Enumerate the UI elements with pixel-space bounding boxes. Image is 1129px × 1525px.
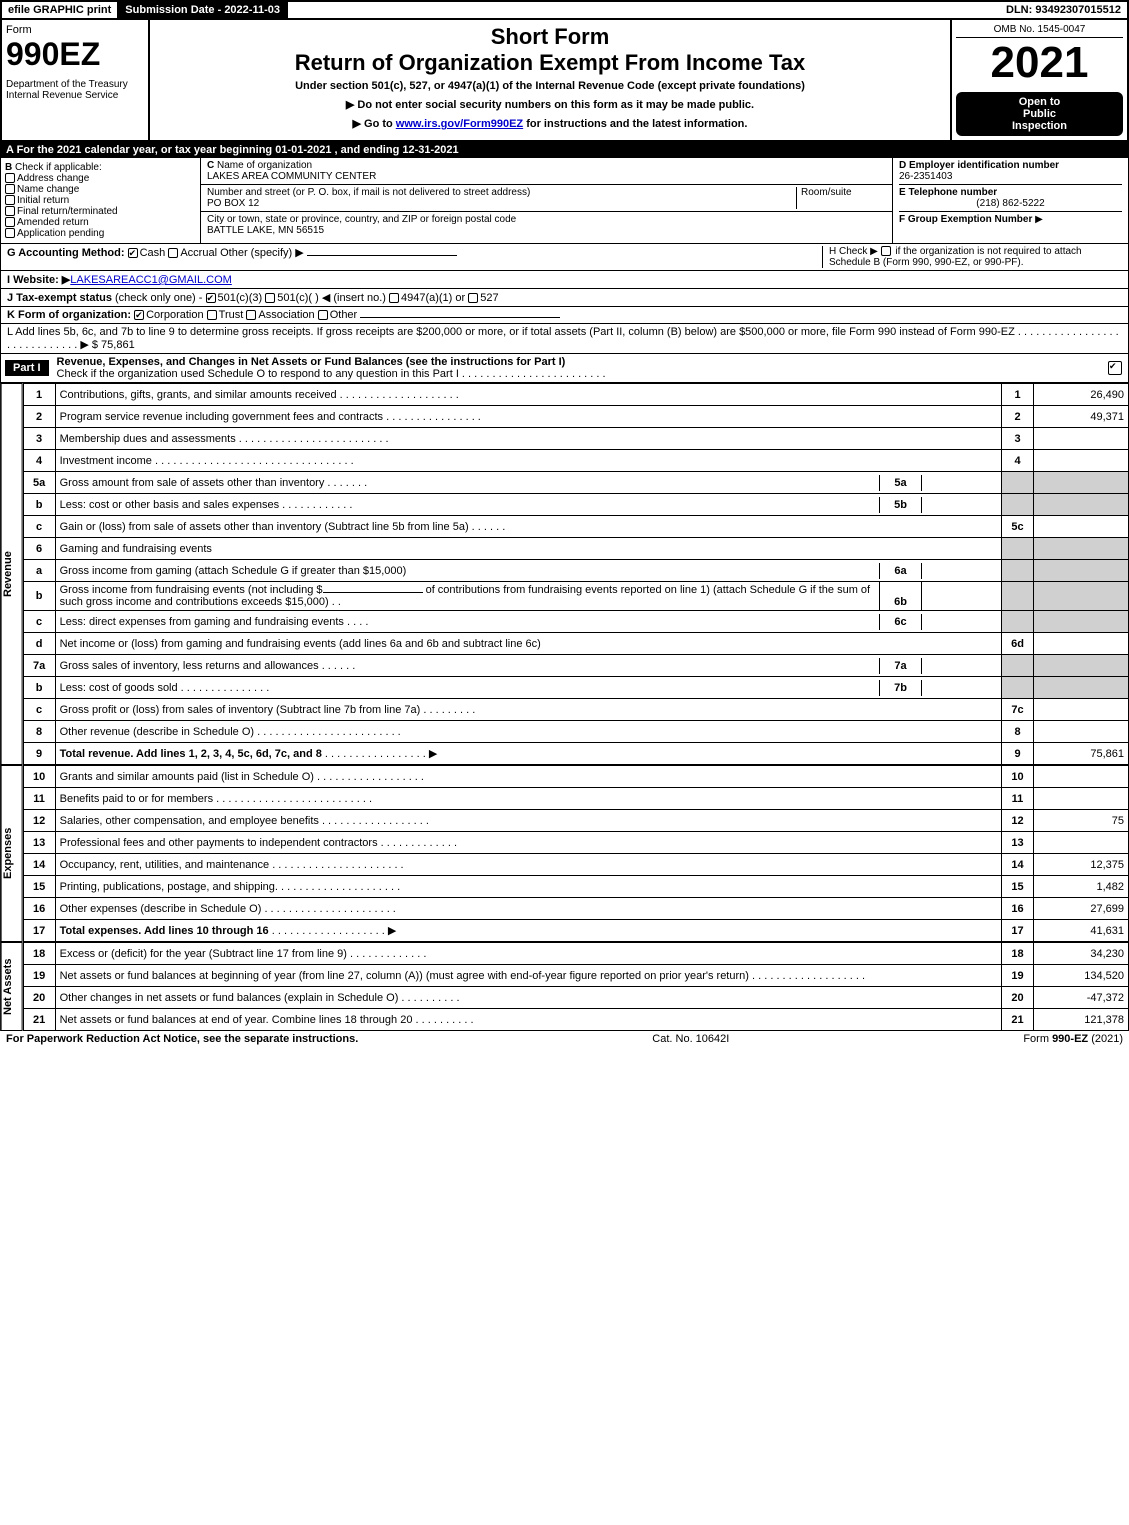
- line15-amount: 1,482: [1034, 876, 1129, 898]
- website-link[interactable]: LAKESAREACC1@GMAIL.COM: [70, 274, 232, 286]
- omb: OMB No. 1545-0047: [956, 24, 1123, 38]
- 501c3-checkbox[interactable]: [206, 293, 216, 303]
- line1-amount: 26,490: [1034, 384, 1129, 406]
- 501c-checkbox[interactable]: [265, 293, 275, 303]
- form-word: Form: [6, 24, 32, 36]
- amended-return-checkbox[interactable]: [5, 217, 15, 227]
- irs: Internal Revenue Service: [6, 90, 144, 101]
- expenses-section: Expenses 10Grants and similar amounts pa…: [0, 765, 1129, 942]
- form-number: 990EZ: [6, 36, 100, 72]
- line16-amount: 27,699: [1034, 898, 1129, 920]
- efile-label: efile GRAPHIC print: [2, 2, 119, 18]
- assoc-checkbox[interactable]: [246, 310, 256, 320]
- page-footer: For Paperwork Reduction Act Notice, see …: [0, 1031, 1129, 1047]
- ssn-warning: Do not enter social security numbers on …: [357, 99, 754, 111]
- line17-amount: 41,631: [1034, 920, 1129, 942]
- cash-checkbox[interactable]: [128, 248, 138, 258]
- subtitle: Under section 501(c), 527, or 4947(a)(1)…: [154, 80, 946, 92]
- line12-amount: 75: [1034, 810, 1129, 832]
- 527-checkbox[interactable]: [468, 293, 478, 303]
- revenue-section: Revenue 1Contributions, gifts, grants, a…: [0, 383, 1129, 765]
- schedule-o-checkbox[interactable]: [1108, 361, 1122, 375]
- line21-amount: 121,378: [1034, 1009, 1129, 1031]
- org-name: LAKES AREA COMMUNITY CENTER: [207, 171, 376, 182]
- line20-amount: -47,372: [1034, 987, 1129, 1009]
- section-b: B Check if applicable: Address change Na…: [1, 158, 201, 243]
- row-k: K Form of organization: Corporation Trus…: [0, 307, 1129, 324]
- row-j: J Tax-exempt status (check only one) - 5…: [0, 289, 1129, 307]
- main-title: Return of Organization Exempt From Incom…: [154, 50, 946, 76]
- street: PO BOX 12: [207, 198, 259, 209]
- line18-amount: 34,230: [1034, 943, 1129, 965]
- dln: DLN: 93492307015512: [1000, 2, 1127, 18]
- 4947-checkbox[interactable]: [389, 293, 399, 303]
- row-i: I Website: ▶LAKESAREACC1@GMAIL.COM: [0, 271, 1129, 289]
- section-d: D Employer identification number 26-2351…: [893, 158, 1128, 243]
- submission-date: Submission Date - 2022-11-03: [119, 2, 288, 18]
- line2-amount: 49,371: [1034, 406, 1129, 428]
- section-c: C Name of organizationLAKES AREA COMMUNI…: [201, 158, 893, 243]
- application-pending-checkbox[interactable]: [5, 228, 15, 238]
- line19-amount: 134,520: [1034, 965, 1129, 987]
- row-gh: G Accounting Method: Cash Accrual Other …: [0, 244, 1129, 271]
- name-change-checkbox[interactable]: [5, 184, 15, 194]
- initial-return-checkbox[interactable]: [5, 195, 15, 205]
- row-l: L Add lines 5b, 6c, and 7b to line 9 to …: [0, 324, 1129, 354]
- phone: (218) 862-5222: [899, 198, 1122, 209]
- corp-checkbox[interactable]: [134, 310, 144, 320]
- schedule-b-checkbox[interactable]: [881, 246, 891, 256]
- dept: Department of the Treasury: [6, 79, 144, 90]
- final-return-checkbox[interactable]: [5, 206, 15, 216]
- tax-year: 2021: [956, 38, 1123, 88]
- line9-amount: 75,861: [1034, 743, 1129, 765]
- gross-receipts: 75,861: [101, 339, 135, 351]
- line14-amount: 12,375: [1034, 854, 1129, 876]
- other-checkbox[interactable]: [318, 310, 328, 320]
- short-form: Short Form: [154, 24, 946, 50]
- ein: 26-2351403: [899, 171, 952, 182]
- trust-checkbox[interactable]: [207, 310, 217, 320]
- accrual-checkbox[interactable]: [168, 248, 178, 258]
- part1-header: Part I Revenue, Expenses, and Changes in…: [0, 354, 1129, 383]
- net-assets-section: Net Assets 18Excess or (deficit) for the…: [0, 942, 1129, 1031]
- form-header: Form 990EZ Department of the Treasury In…: [0, 20, 1129, 142]
- entity-block: B Check if applicable: Address change Na…: [0, 158, 1129, 244]
- city: BATTLE LAKE, MN 56515: [207, 225, 324, 236]
- address-change-checkbox[interactable]: [5, 173, 15, 183]
- open-inspection: Open to Public Inspection: [956, 92, 1123, 136]
- top-bar: efile GRAPHIC print Submission Date - 20…: [0, 0, 1129, 20]
- irs-link[interactable]: www.irs.gov/Form990EZ: [396, 118, 523, 130]
- section-a: A For the 2021 calendar year, or tax yea…: [0, 142, 1129, 158]
